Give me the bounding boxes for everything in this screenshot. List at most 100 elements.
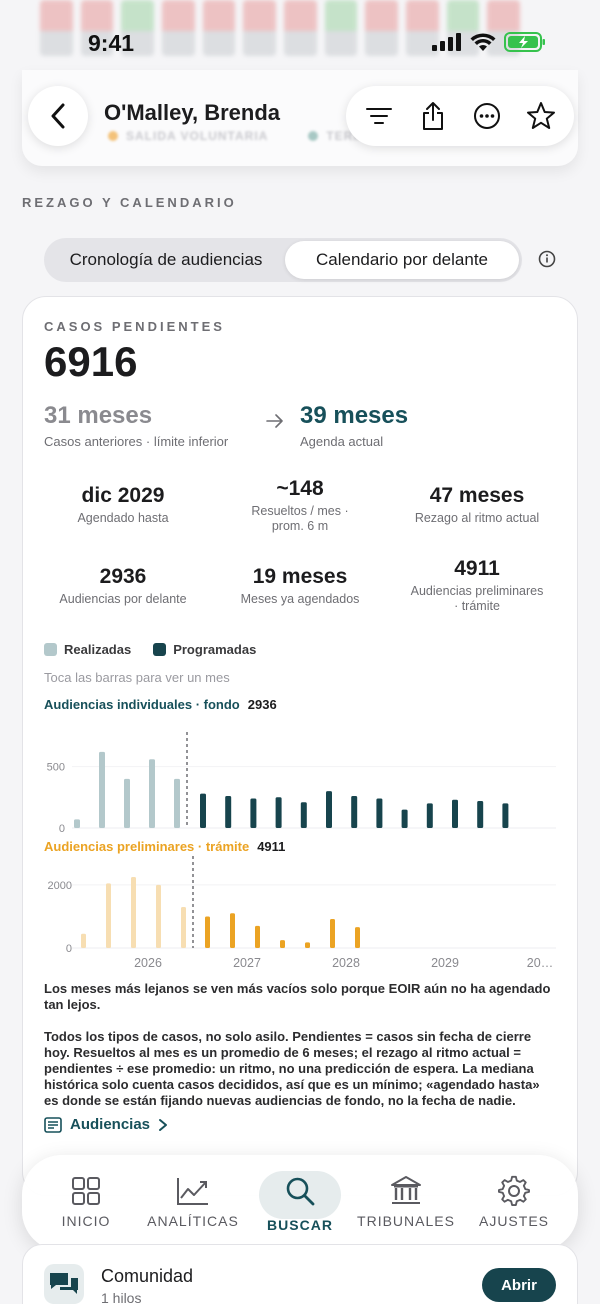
tab-analytics-label: ANALÍTICAS: [147, 1213, 239, 1229]
filter-icon: [366, 108, 392, 124]
bar-scheduled[interactable]: [401, 809, 408, 828]
y-tick-label: 500: [47, 762, 65, 774]
bar-scheduled[interactable]: [426, 803, 433, 828]
tab-search-label: BUSCAR: [267, 1217, 333, 1233]
bar-scheduled[interactable]: [200, 793, 206, 828]
bar-realized[interactable]: [124, 778, 130, 828]
hearings-link-label: Audiencias: [70, 1116, 151, 1133]
y-tick-label: 2000: [48, 880, 72, 892]
x-tick-label: 2029: [431, 956, 459, 970]
tab-calendar-ahead[interactable]: Calendario por delante: [285, 241, 519, 279]
chart-hint: Toca las barras para ver un mes: [44, 670, 230, 685]
bar-scheduled[interactable]: [205, 916, 210, 948]
bar-realized[interactable]: [74, 819, 80, 828]
stat-backlog-rate: 47 meses Rezago al ritmo actual: [414, 484, 540, 525]
signal-icon: [432, 33, 461, 51]
stat-scheduled-until: dic 2029 Agendado hasta: [77, 484, 169, 525]
bar-scheduled[interactable]: [376, 798, 383, 828]
previous-cases-label: Casos anteriores · límite inferior: [44, 434, 229, 449]
x-tick-label: 2028: [332, 956, 360, 970]
chart-preliminary-title: Audiencias preliminares · trámite 4911: [44, 839, 286, 854]
tab-search[interactable]: BUSCAR: [250, 1173, 350, 1233]
favorite-button[interactable]: [521, 96, 561, 136]
tab-courts-label: TRIBUNALES: [357, 1213, 455, 1229]
document-icon: [44, 1116, 62, 1133]
blurred-background-chart: [40, 0, 521, 60]
status-icons: [432, 32, 546, 52]
hearings-charts[interactable]: 500 0 2000 0 2026 2027 2028 2029 20…: [0, 0, 600, 980]
status-bar: 9:41: [0, 0, 600, 90]
tab-home[interactable]: INICIO: [36, 1173, 136, 1229]
chevron-left-icon: [51, 103, 65, 129]
bar-realized[interactable]: [99, 751, 105, 828]
bar-scheduled[interactable]: [326, 791, 332, 828]
status-time: 9:41: [88, 30, 135, 56]
bar-scheduled[interactable]: [502, 803, 509, 828]
status-dot: [308, 131, 319, 141]
courthouse-icon: [391, 1176, 421, 1204]
grid-icon: [72, 1177, 100, 1205]
community-title: Comunidad: [101, 1266, 194, 1286]
nav-actions: [346, 86, 574, 146]
bar-realized[interactable]: [174, 778, 180, 828]
share-button[interactable]: [413, 96, 453, 136]
bar-scheduled[interactable]: [230, 913, 235, 948]
note-far-months: Los meses más lejanos se ven más vacíos …: [44, 981, 551, 1012]
bar-scheduled[interactable]: [280, 940, 285, 948]
current-agenda-label: Agenda actual: [300, 434, 384, 449]
bar-realized[interactable]: [106, 883, 111, 948]
chart-merits-title: Audiencias individuales · fondo 2936: [44, 697, 277, 712]
share-icon: [423, 102, 443, 130]
bar-realized[interactable]: [181, 907, 186, 948]
status-badges: SALIDA VOLUNTARIA TERM: [108, 129, 364, 143]
bar-scheduled[interactable]: [477, 800, 484, 828]
chart-line-icon: [177, 1178, 208, 1205]
x-tick-label: 2027: [233, 956, 261, 970]
y-tick-label: 0: [66, 943, 72, 955]
legend-done: Realizadas: [44, 642, 131, 657]
chart-notes: Los meses más lejanos se ven más vacíos …: [44, 981, 556, 1125]
stat-preliminary-hearings: 4911 Audiencias preliminares · trámite: [410, 557, 544, 613]
tab-settings-label: AJUSTES: [478, 1213, 549, 1229]
bar-scheduled[interactable]: [351, 796, 358, 828]
info-button[interactable]: [536, 248, 558, 275]
bar-scheduled[interactable]: [452, 799, 458, 828]
pending-label: CASOS PENDIENTES: [44, 319, 225, 334]
bar-realized[interactable]: [131, 877, 136, 948]
stat-months-scheduled: 19 meses Meses ya agendados: [240, 565, 360, 606]
tab-courts[interactable]: TRIBUNALES: [354, 1173, 458, 1229]
y-tick-label: 0: [59, 823, 65, 835]
status-dot: [108, 131, 118, 141]
tab-timeline[interactable]: Cronología de audiencias: [69, 250, 263, 269]
chat-bubbles-icon: [44, 1264, 84, 1304]
backlog-card: [22, 296, 578, 1196]
bar-scheduled[interactable]: [355, 927, 360, 948]
stat-resolved-per-month: ~148 Resueltos / mes · prom. 6 m: [251, 477, 349, 533]
open-community-button[interactable]: Abrir: [482, 1268, 556, 1302]
filter-button[interactable]: [359, 96, 399, 136]
more-button[interactable]: [467, 96, 507, 136]
wifi-icon: [470, 33, 496, 51]
hearings-link[interactable]: Audiencias: [44, 1116, 168, 1133]
bar-scheduled[interactable]: [300, 802, 307, 828]
status-badge-voluntary: SALIDA VOLUNTARIA: [126, 129, 269, 143]
more-icon: [474, 103, 500, 129]
bar-scheduled[interactable]: [275, 797, 282, 828]
tab-settings[interactable]: AJUSTES: [464, 1173, 564, 1229]
bar-scheduled[interactable]: [305, 942, 310, 948]
back-button[interactable]: [28, 86, 88, 146]
bar-scheduled[interactable]: [250, 798, 257, 828]
bar-scheduled[interactable]: [255, 925, 260, 948]
chevron-right-icon: [159, 1118, 168, 1131]
bar-realized[interactable]: [149, 759, 155, 828]
stat-hearings-ahead: 2936 Audiencias por delante: [59, 565, 187, 606]
tab-home-label: INICIO: [61, 1213, 111, 1229]
bar-realized[interactable]: [156, 884, 161, 948]
bar-realized[interactable]: [81, 933, 86, 948]
bar-scheduled[interactable]: [330, 918, 335, 948]
section-label: REZAGO Y CALENDARIO: [22, 195, 237, 210]
legend-scheduled: Programadas: [153, 642, 256, 657]
tab-analytics[interactable]: ANALÍTICAS: [142, 1173, 244, 1229]
bar-scheduled[interactable]: [225, 796, 232, 828]
previous-cases-value: 31 meses: [44, 402, 153, 429]
